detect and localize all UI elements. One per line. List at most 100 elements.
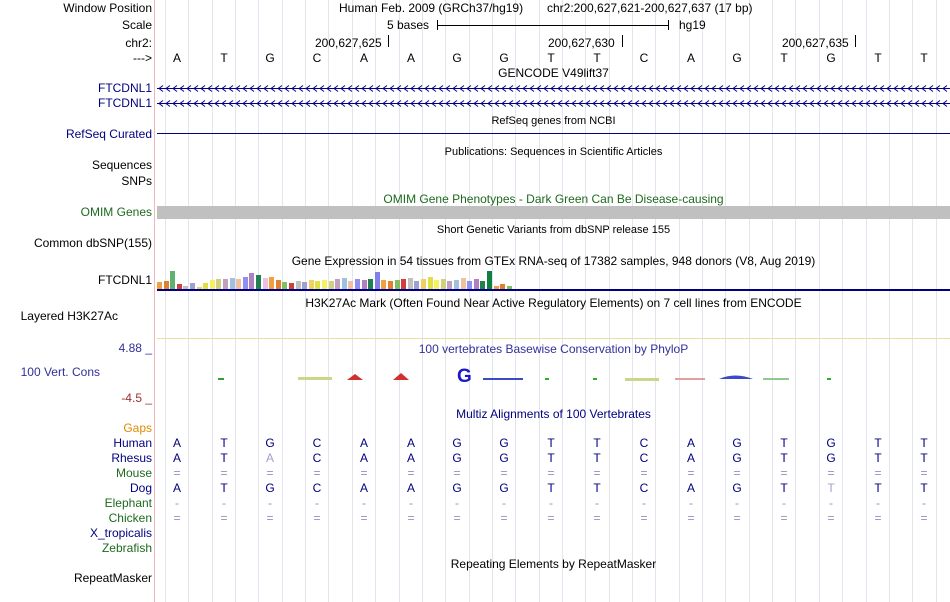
omim-genes-label[interactable]: OMIM Genes xyxy=(80,205,152,219)
gtex-tissue-bar[interactable] xyxy=(223,279,228,289)
species-label-x_tropicalis[interactable]: X_tropicalis xyxy=(89,526,152,540)
grid-line xyxy=(632,0,633,602)
gtex-tissue-bar[interactable] xyxy=(473,279,479,289)
gtex-tissue-bar[interactable] xyxy=(315,281,321,289)
species-label-chicken[interactable]: Chicken xyxy=(108,511,152,525)
gtex-tissue-bar[interactable] xyxy=(361,280,367,289)
gtex-tissue-bar[interactable] xyxy=(440,279,446,289)
alignment-base: = xyxy=(500,511,508,525)
species-label-elephant[interactable]: Elephant xyxy=(104,496,152,510)
species-label-rhesus[interactable]: Rhesus xyxy=(111,451,152,465)
refseq-label[interactable]: RefSeq Curated xyxy=(65,127,152,141)
gaps-label[interactable]: Gaps xyxy=(123,421,152,435)
gtex-tissue-bar[interactable] xyxy=(163,281,169,289)
gencode-transcript-1[interactable] xyxy=(157,84,950,93)
species-label-dog[interactable]: Dog xyxy=(129,481,152,495)
gtex-tissue-bar[interactable] xyxy=(454,280,459,289)
gtex-tissue-bar[interactable] xyxy=(322,280,327,289)
alignment-base: T xyxy=(920,436,928,450)
gtex-tissue-bar[interactable] xyxy=(282,282,288,289)
gtex-tissue-bar[interactable] xyxy=(295,281,301,289)
gtex-tissue-bar[interactable] xyxy=(275,280,281,289)
gtex-tissue-bar[interactable] xyxy=(460,278,466,289)
omim-gene-band[interactable] xyxy=(157,206,950,219)
gtex-tissue-bar[interactable] xyxy=(506,286,512,289)
gtex-tissue-bar[interactable] xyxy=(203,283,209,289)
refseq-title: RefSeq genes from NCBI xyxy=(491,115,616,127)
alignment-base: A xyxy=(406,436,415,450)
gtex-tissue-bar[interactable] xyxy=(183,286,189,289)
gtex-tissue-bar[interactable] xyxy=(176,284,182,289)
alignment-base: A xyxy=(359,436,368,450)
gtex-expression-bars[interactable] xyxy=(157,268,517,289)
gtex-tissue-bar[interactable] xyxy=(355,279,360,289)
gtex-tissue-bar[interactable] xyxy=(335,279,341,289)
gencode-transcript-2[interactable] xyxy=(157,99,950,108)
grid-line xyxy=(235,0,236,602)
grid-line xyxy=(562,0,563,602)
species-label-zebrafish[interactable]: Zebrafish xyxy=(101,541,152,555)
gtex-tissue-bar[interactable] xyxy=(190,283,195,289)
alignment-base: A xyxy=(406,451,415,465)
gtex-tissue-bar[interactable] xyxy=(242,277,248,289)
gtex-tissue-bar[interactable] xyxy=(157,282,162,289)
gtex-tissue-bar[interactable] xyxy=(216,279,222,289)
gencode-gene-label-1[interactable]: FTCDNL1 xyxy=(97,81,152,95)
gencode-gene-label-2[interactable]: FTCDNL1 xyxy=(97,96,152,110)
species-label-human[interactable]: Human xyxy=(113,436,152,450)
gtex-tissue-bar[interactable] xyxy=(262,278,268,289)
common-dbsnp-label[interactable]: Common dbSNP(155) xyxy=(33,236,152,250)
alignment-base: = xyxy=(547,511,555,525)
gtex-tissue-bar[interactable] xyxy=(196,287,202,289)
gtex-tissue-bar[interactable] xyxy=(407,278,413,289)
species-label-mouse[interactable]: Mouse xyxy=(115,466,152,480)
gtex-tissue-bar[interactable] xyxy=(308,280,314,289)
grid-line xyxy=(795,0,796,602)
sequences-label[interactable]: Sequences xyxy=(91,158,152,172)
gtex-tissue-bar[interactable] xyxy=(467,281,473,289)
gtex-tissue-bar[interactable] xyxy=(493,286,499,289)
gtex-tissue-bar[interactable] xyxy=(229,278,235,289)
gtex-tissue-bar[interactable] xyxy=(170,271,176,289)
gtex-tissue-bar[interactable] xyxy=(269,277,275,289)
alignment-base: T xyxy=(780,481,788,495)
gtex-tissue-bar[interactable] xyxy=(421,279,426,289)
gtex-tissue-bar[interactable] xyxy=(328,281,334,289)
alignment-base: T xyxy=(874,436,882,450)
gtex-tissue-bar[interactable] xyxy=(381,280,387,289)
gtex-gene-label[interactable]: FTCDNL1 xyxy=(97,273,152,287)
window-position-value: chr2:200,627,621-200,627,637 (17 bp) xyxy=(547,1,753,15)
gtex-tissue-bar[interactable] xyxy=(249,273,255,289)
gtex-tissue-bar[interactable] xyxy=(447,281,453,289)
gtex-tissue-bar[interactable] xyxy=(500,284,506,289)
gtex-gene-line[interactable] xyxy=(157,289,950,291)
phylop-logo[interactable]: G xyxy=(157,366,950,387)
gtex-tissue-bar[interactable] xyxy=(480,281,486,289)
gtex-tissue-bar[interactable] xyxy=(236,279,242,289)
alignment-base: = xyxy=(453,466,461,480)
gtex-tissue-bar[interactable] xyxy=(341,278,347,289)
base-letter: T xyxy=(780,51,788,65)
publications-title: Publications: Sequences in Scientific Ar… xyxy=(444,146,663,158)
base-letter: A xyxy=(406,51,415,65)
gtex-tissue-bar[interactable] xyxy=(256,275,261,289)
gtex-tissue-bar[interactable] xyxy=(394,280,400,289)
gtex-tissue-bar[interactable] xyxy=(434,280,440,289)
gtex-tissue-bar[interactable] xyxy=(427,277,433,289)
gtex-tissue-bar[interactable] xyxy=(414,281,420,289)
snps-label[interactable]: SNPs xyxy=(121,174,152,188)
gtex-tissue-bar[interactable] xyxy=(374,272,380,289)
gtex-tissue-bar[interactable] xyxy=(348,281,354,289)
gtex-tissue-bar[interactable] xyxy=(401,279,407,289)
repeatmasker-label[interactable]: RepeatMasker xyxy=(73,571,152,585)
gtex-tissue-bar[interactable] xyxy=(487,271,492,289)
gtex-tissue-bar[interactable] xyxy=(289,283,294,289)
gtex-tissue-bar[interactable] xyxy=(209,280,215,289)
alignment-base: T xyxy=(920,451,928,465)
gtex-tissue-bar[interactable] xyxy=(388,281,393,289)
gtex-tissue-bar[interactable] xyxy=(368,279,374,289)
refseq-gene-line[interactable] xyxy=(157,133,950,134)
h3k27ac-label[interactable]: Layered H3K27Ac xyxy=(20,309,118,323)
gtex-tissue-bar[interactable] xyxy=(302,282,308,289)
cons-track-label[interactable]: 100 Vert. Cons xyxy=(20,365,100,379)
